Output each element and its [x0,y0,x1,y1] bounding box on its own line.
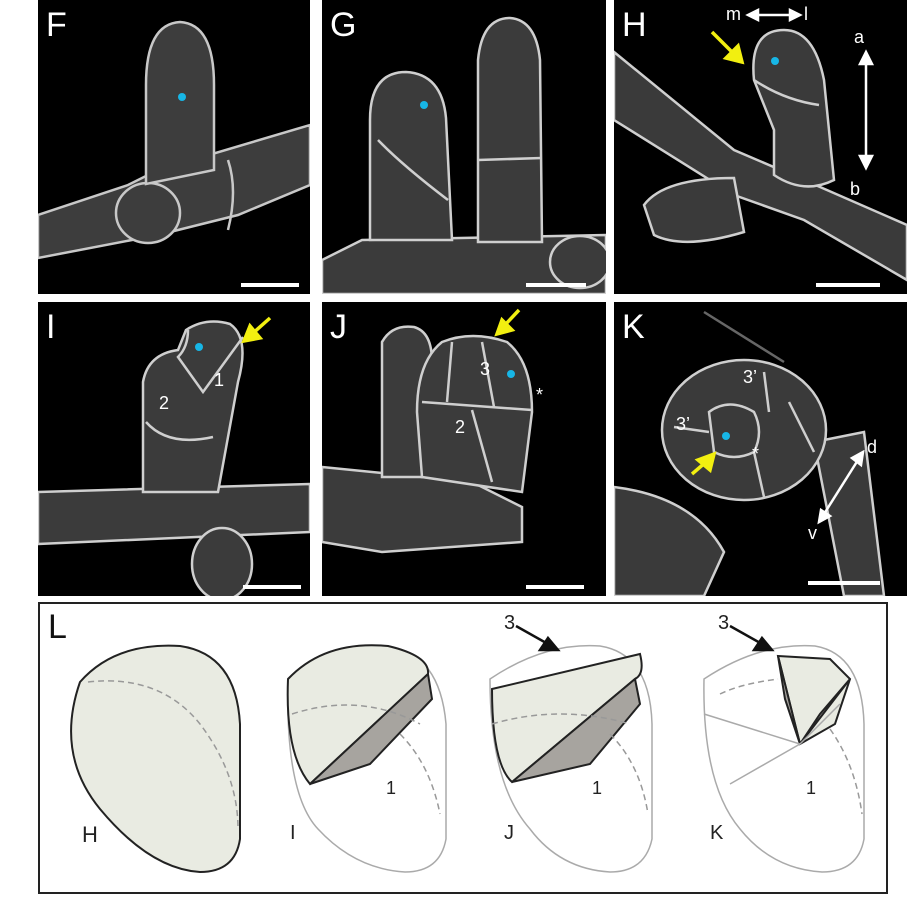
panel-h-image [614,28,907,282]
arrow-label-3-k: 3 [718,612,730,634]
axis-label-a: a [854,27,865,47]
cell-label-1-i: 1 [386,778,397,798]
marker-dot [507,370,515,378]
panel-k-label: K [622,308,645,346]
scale-bar [816,283,880,287]
panel-k-overlay [690,449,865,525]
panel-f: F [38,0,310,294]
arrow-3-k [729,624,775,652]
panel-g-image [322,16,606,294]
panel-f-label: F [46,6,67,44]
axis-label-b: b [850,179,861,199]
star-marker: * [752,444,760,464]
scale-bar [808,581,880,585]
cell-label-1-k: 1 [806,778,817,798]
marker-dot [771,57,779,65]
cell-label-3: 3 [480,359,491,379]
marker-dot [722,432,730,440]
scale-bar [241,283,299,287]
panel-g-label: G [330,6,357,44]
scale-bar [243,585,301,589]
diagram-label-k: K [710,822,724,844]
axis-label-l: l [804,4,808,24]
marker-dot [195,343,203,351]
cell-label-2: 2 [159,393,170,413]
panel-j-label: J [330,308,347,346]
cell-label-1: 1 [214,370,225,390]
axis-label-d: d [867,437,878,457]
panel-g: G [322,0,606,294]
panel-j: J 3 2 * [322,302,606,596]
diagram-label-i: I [290,822,296,844]
diagram-i [286,644,447,873]
scale-bar [526,283,586,287]
panel-l-label: L [48,608,67,646]
panel-h: H m l a b [614,0,907,294]
cell-label-2: 2 [455,417,466,437]
panel-i: I 1 2 [38,302,310,596]
axis-label-v: v [808,523,817,543]
panel-j-image [322,325,534,554]
panel-j-overlay [494,308,521,337]
cell-label-3-prime-top: 3’ [743,367,758,387]
star-marker: * [536,385,544,405]
diagram-j [489,644,653,873]
panel-h-overlay [710,7,875,171]
schematic-drawing [70,624,865,874]
diagram-label-j: J [504,822,514,844]
panel-i-image [38,320,310,596]
panel-i-label: I [46,308,56,346]
schematic-panel-l: L [38,602,888,894]
panel-i-overlay [241,316,272,344]
cell-label-3-prime-left: 3’ [676,414,691,434]
arrow-label-3-j: 3 [504,612,516,634]
axis-label-m: m [726,4,741,24]
scale-bar [526,585,584,589]
diagram-k [703,644,865,873]
panel-k: K 3’ 3’ * d v [614,302,907,596]
cell-label-1-j: 1 [592,778,603,798]
diagram-h [70,644,241,874]
panel-f-image [38,20,310,260]
panel-h-label: H [622,6,647,44]
diagram-label-h: H [82,822,98,847]
arrow-3-j [515,624,561,652]
marker-dot [420,101,428,109]
marker-dot [178,93,186,101]
